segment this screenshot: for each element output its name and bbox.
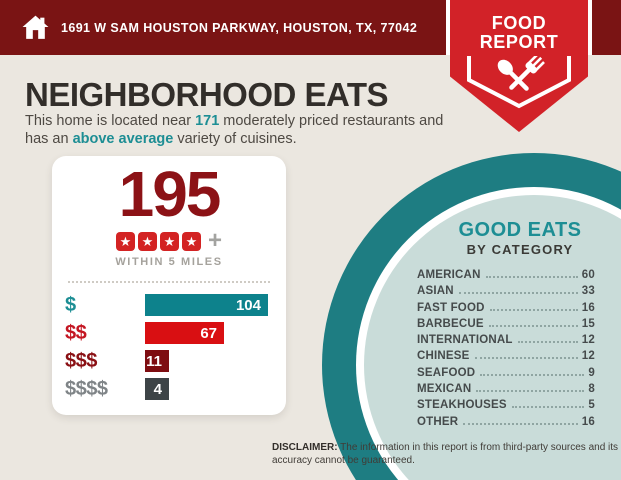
category-count: 9 xyxy=(588,366,595,379)
good-eats-subtitle: BY CATEGORY xyxy=(466,242,574,257)
summary-card: 195 ★ ★ ★ ★ + WITHIN 5 MILES $104 $$ 67 $$$ 11 $$… xyxy=(52,156,286,415)
category-count: 16 xyxy=(581,415,595,428)
category-row: MEXICAN 8 xyxy=(417,383,595,399)
category-row: AMERICAN 60 xyxy=(417,269,595,285)
price-tier-label: $$ xyxy=(65,321,87,344)
category-name: AMERICAN xyxy=(417,269,481,281)
subtitle-line1: This home is located near 171 moderately… xyxy=(25,113,444,129)
good-eats-title: GOOD EATS xyxy=(458,219,582,241)
utensils-icon xyxy=(493,56,545,102)
page-title: NEIGHBORHOOD EATS xyxy=(25,76,389,113)
category-name: CHINESE xyxy=(417,350,470,363)
ribbon-inner-outline xyxy=(467,56,571,109)
category-row: BARBECUE 15 xyxy=(417,318,595,334)
bar-row: $$$ 11 xyxy=(52,350,286,372)
bar: 11 xyxy=(145,350,169,372)
home-icon xyxy=(22,15,49,39)
bar-row: $104 xyxy=(52,294,286,316)
price-tier-label: $$$ xyxy=(65,349,97,372)
dotted-leader xyxy=(480,373,585,376)
star-rating: ★ ★ ★ ★ + xyxy=(52,227,286,254)
star-icon: ★ xyxy=(159,231,179,251)
price-tier-bar-chart: $104 $$ 67 $$$ 11 $$$$ 4 xyxy=(52,294,286,406)
category-row: OTHER 16 xyxy=(417,416,595,432)
dotted-leader xyxy=(511,406,585,409)
star-icon: ★ xyxy=(181,231,201,251)
bar-value: 67 xyxy=(200,324,217,342)
category-name: MEXICAN xyxy=(417,383,472,396)
bar: 104 xyxy=(145,294,268,316)
category-count: 15 xyxy=(581,317,595,330)
category-row: SEAFOOD 9 xyxy=(417,367,595,383)
category-row: STEAKHOUSES 5 xyxy=(417,399,595,415)
price-tier-label: $$$$ xyxy=(65,377,108,400)
ribbon-title-line2: REPORT xyxy=(479,32,559,52)
category-row: INTERNATIONAL 12 xyxy=(417,334,595,350)
category-count: 12 xyxy=(581,334,595,347)
ribbon-title-line1: FOOD xyxy=(491,13,547,33)
food-report-ribbon: FOOD REPORT xyxy=(446,0,592,132)
fork-icon xyxy=(509,56,545,90)
dotted-leader xyxy=(489,308,578,311)
price-tier-label: $ xyxy=(65,293,76,316)
star-icon: ★ xyxy=(137,231,157,251)
restaurant-total-count: 195 xyxy=(118,158,222,230)
disclaimer-label: DISCLAIMER: xyxy=(272,442,338,453)
property-address: 1691 W SAM HOUSTON PARKWAY, HOUSTON, TX,… xyxy=(61,20,418,35)
restaurant-count-inline: 171 xyxy=(195,113,220,129)
card-divider xyxy=(68,281,270,283)
plus-icon: + xyxy=(207,227,222,254)
category-row: CHINESE 12 xyxy=(417,350,595,366)
category-name: INTERNATIONAL xyxy=(417,334,513,347)
disclaimer-line2: accuracy cannot be guaranteed. xyxy=(272,455,415,466)
dotted-leader xyxy=(485,276,578,278)
ribbon-title: FOOD REPORT xyxy=(450,0,588,52)
category-name: BARBECUE xyxy=(417,317,484,330)
category-list: AMERICAN 60 ASIAN 33 FAST FOOD 16 BARBECUE 15 IN… xyxy=(417,269,595,432)
category-count: 33 xyxy=(581,285,595,298)
page-subtitle: This home is located near 171 moderately… xyxy=(25,112,443,148)
category-name: STEAKHOUSES xyxy=(417,399,507,412)
category-row: ASIAN 33 xyxy=(417,285,595,301)
category-name: ASIAN xyxy=(417,285,454,298)
bar: 67 xyxy=(145,322,224,344)
category-row: FAST FOOD 16 xyxy=(417,302,595,318)
variety-rating-inline: above average xyxy=(72,131,174,147)
category-count: 5 xyxy=(588,399,595,412)
dotted-leader xyxy=(463,422,578,425)
dotted-leader xyxy=(488,324,578,327)
bar-value: 11 xyxy=(146,352,162,370)
category-name: OTHER xyxy=(417,415,459,428)
category-count: 8 xyxy=(588,383,595,396)
ribbon-right-separator xyxy=(588,0,592,55)
disclaimer-line1: DISCLAIMER: The information in this repo… xyxy=(272,442,619,453)
subtitle-line2: has an above average variety of cuisines… xyxy=(25,131,297,147)
bar-row: $$$$ 4 xyxy=(52,378,286,400)
dotted-leader xyxy=(476,390,585,393)
category-count: 12 xyxy=(581,350,595,363)
bar-value: 4 xyxy=(153,380,162,398)
category-name: SEAFOOD xyxy=(417,366,476,379)
dotted-leader xyxy=(517,341,578,344)
ribbon-left-separator xyxy=(446,0,450,55)
bar-value: 104 xyxy=(235,296,261,314)
category-count: 60 xyxy=(581,269,595,281)
radius-label: WITHIN 5 MILES xyxy=(115,256,223,268)
dotted-leader xyxy=(458,292,578,295)
dotted-leader xyxy=(474,357,578,360)
category-count: 16 xyxy=(581,301,595,314)
star-icon: ★ xyxy=(115,231,135,251)
bar-row: $$ 67 xyxy=(52,322,286,344)
ribbon-body: FOOD REPORT xyxy=(450,0,588,132)
bar: 4 xyxy=(145,378,169,400)
category-name: FAST FOOD xyxy=(417,301,485,314)
disclaimer-text: DISCLAIMER: The information in this repo… xyxy=(272,441,618,467)
